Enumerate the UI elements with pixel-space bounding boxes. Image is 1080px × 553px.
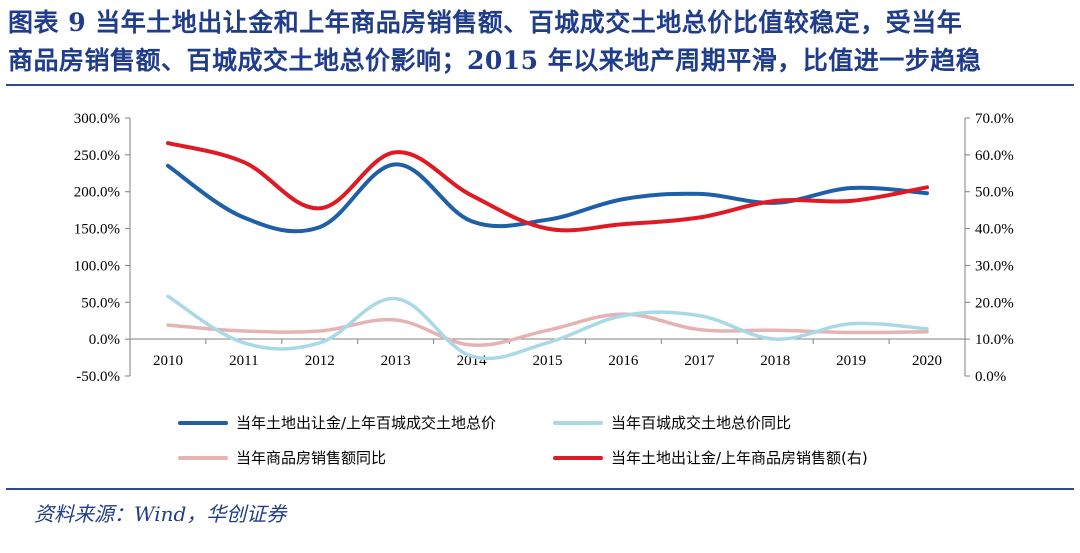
x-axis-tick-label: 2011 bbox=[229, 353, 258, 369]
x-axis-tick-label: 2016 bbox=[608, 353, 639, 369]
right-axis-tick-label: 60.0% bbox=[975, 148, 1014, 164]
legend-label-1: 当年土地出让金/上年百城成交土地总价 bbox=[236, 414, 496, 432]
series-line-4 bbox=[166, 141, 929, 233]
title-line-2: 商品房销售额、百城成交土地总价影响；2015 年以来地产周期平滑，比值进一步趋稳 bbox=[8, 46, 982, 75]
legend-label-3: 当年商品房销售额同比 bbox=[236, 449, 386, 467]
x-axis-tick-label: 2018 bbox=[760, 353, 790, 369]
series-line-2 bbox=[166, 294, 929, 361]
right-axis-tick-label: 10.0% bbox=[975, 332, 1014, 348]
chart-title: 图表 9 当年土地出让金和上年商品房销售额、百城成交土地总价比值较稳定，受当年 … bbox=[8, 4, 1072, 80]
left-axis-tick-label: 100.0% bbox=[74, 258, 120, 274]
right-axis-tick-label: 20.0% bbox=[975, 295, 1014, 311]
left-axis-tick-label: 300.0% bbox=[74, 111, 120, 127]
x-axis-tick-label: 2013 bbox=[381, 353, 411, 369]
left-axis-tick-label: 250.0% bbox=[74, 148, 120, 164]
legend-label-4: 当年土地出让金/上年商品房销售额(右) bbox=[611, 449, 868, 467]
right-axis-tick-label: 70.0% bbox=[975, 111, 1014, 127]
bottom-rule bbox=[6, 488, 1074, 490]
left-axis-tick-label: 0.0% bbox=[89, 332, 120, 348]
right-axis-tick-label: 50.0% bbox=[975, 185, 1014, 201]
x-axis-tick-label: 2010 bbox=[153, 353, 183, 369]
left-axis-tick-label: -50.0% bbox=[76, 369, 120, 385]
series-line-1 bbox=[166, 162, 929, 234]
legend-label-2: 当年百城成交土地总价同比 bbox=[611, 414, 791, 432]
x-axis-tick-label: 2020 bbox=[912, 353, 942, 369]
x-axis-tick-label: 2017 bbox=[684, 353, 715, 369]
title-line-1: 图表 9 当年土地出让金和上年商品房销售额、百城成交土地总价比值较稳定，受当年 bbox=[8, 8, 963, 37]
left-axis-tick-label: 200.0% bbox=[74, 185, 120, 201]
right-axis-tick-label: 40.0% bbox=[975, 222, 1014, 238]
left-axis-tick-label: 150.0% bbox=[74, 222, 120, 238]
x-axis-tick-label: 2019 bbox=[836, 353, 866, 369]
series-line-3 bbox=[166, 312, 929, 347]
right-axis-tick-label: 0.0% bbox=[975, 369, 1006, 385]
source-note: 资料来源：Wind，华创证券 bbox=[34, 502, 287, 526]
x-axis-tick-label: 2012 bbox=[305, 353, 335, 369]
right-axis-tick-label: 30.0% bbox=[975, 258, 1014, 274]
top-rule bbox=[6, 84, 1074, 86]
x-axis-tick-label: 2015 bbox=[533, 353, 563, 369]
left-axis-tick-label: 50.0% bbox=[81, 295, 120, 311]
